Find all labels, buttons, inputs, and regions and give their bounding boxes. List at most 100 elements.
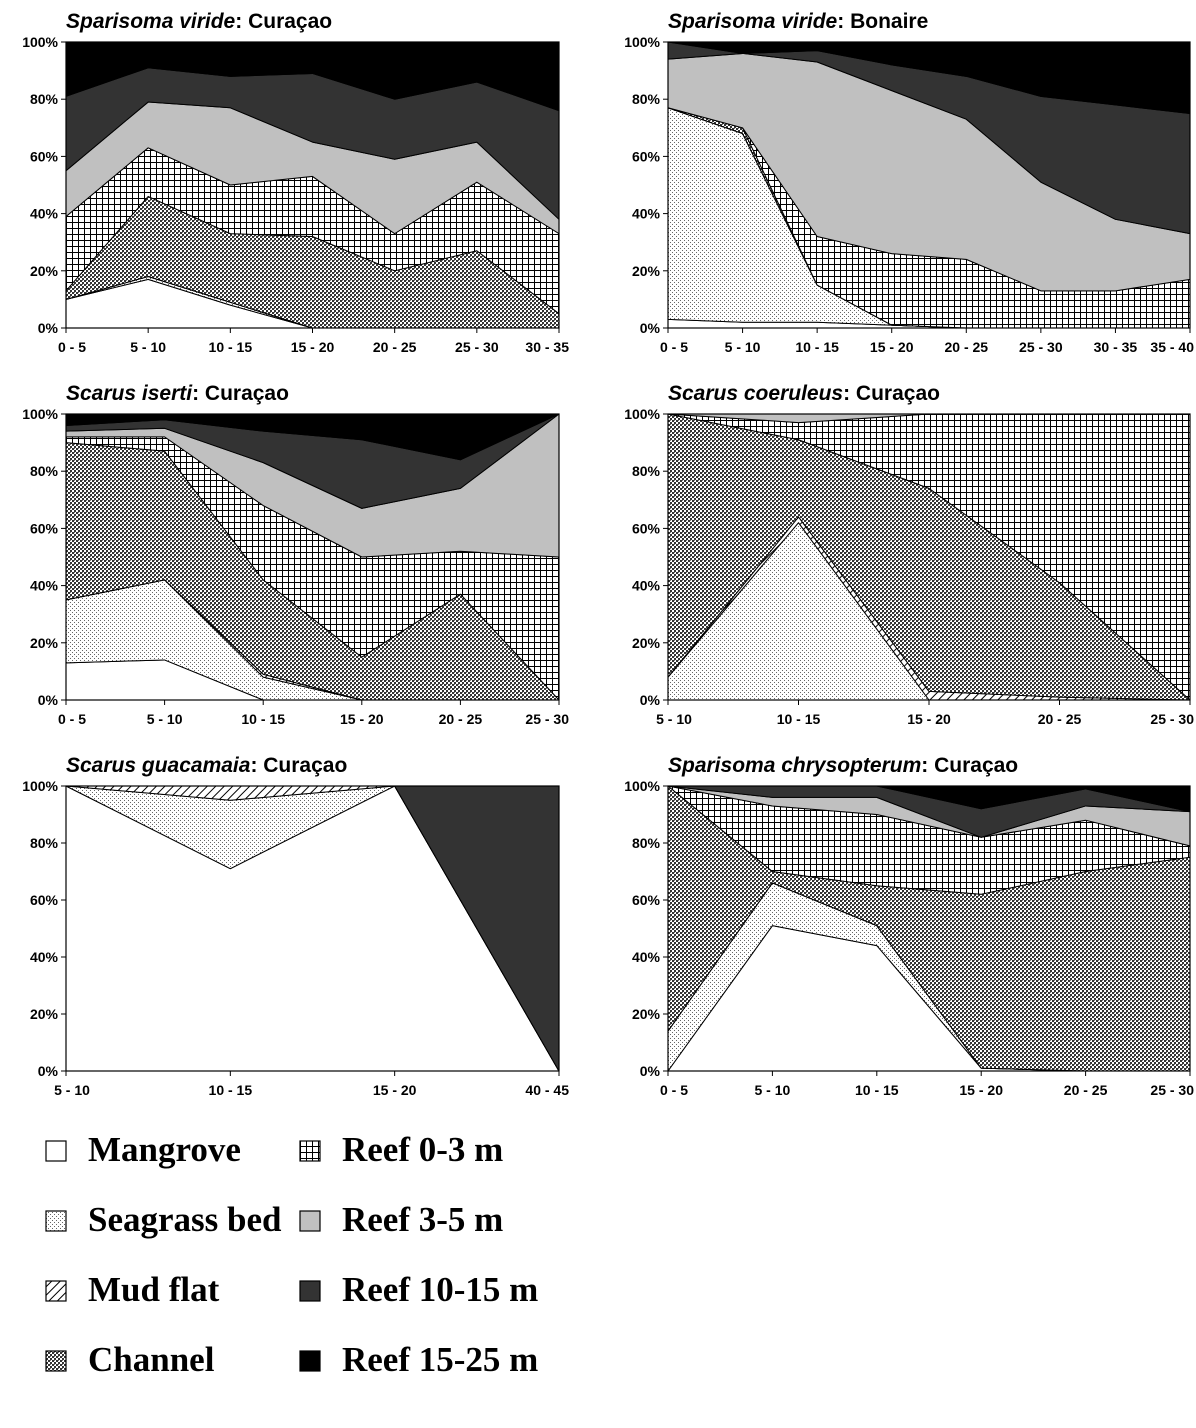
y-tick-label: 100% bbox=[22, 34, 58, 50]
x-tick-label: 15 - 20 bbox=[373, 1082, 417, 1098]
x-tick-label: 15 - 20 bbox=[291, 339, 335, 355]
y-tick-label: 0% bbox=[640, 1063, 661, 1079]
y-tick-label: 0% bbox=[38, 320, 59, 336]
chart-title-location: : Curaçao bbox=[235, 10, 332, 33]
legend-swatch bbox=[45, 1210, 67, 1232]
legend-label: Channel bbox=[88, 1340, 215, 1379]
y-tick-label: 80% bbox=[30, 835, 59, 851]
x-tick-label: 5 - 10 bbox=[725, 339, 761, 355]
x-tick-label: 0 - 5 bbox=[58, 339, 86, 355]
plot-frame bbox=[65, 413, 560, 701]
x-tick-label: 5 - 10 bbox=[656, 711, 692, 727]
y-tick-label: 40% bbox=[30, 578, 59, 594]
x-tick-label: 25 - 30 bbox=[1150, 1082, 1194, 1098]
chart-title: Sparisoma viride: Bonaire bbox=[668, 10, 928, 33]
x-tick-label: 30 - 35 bbox=[1094, 339, 1138, 355]
x-tick-label: 10 - 15 bbox=[209, 339, 253, 355]
x-tick-label: 25 - 30 bbox=[1150, 711, 1194, 727]
chart-title: Sparisoma chrysopterum: Curaçao bbox=[668, 754, 1018, 777]
legend-label: Mud flat bbox=[88, 1270, 220, 1309]
y-tick-label: 20% bbox=[30, 635, 59, 651]
legend-label: Reef 0-3 m bbox=[342, 1130, 503, 1169]
y-tick-label: 0% bbox=[640, 692, 661, 708]
x-tick-label: 0 - 5 bbox=[58, 711, 86, 727]
y-tick-label: 20% bbox=[30, 263, 59, 279]
x-tick-label: 20 - 25 bbox=[439, 711, 483, 727]
y-tick-label: 100% bbox=[624, 778, 660, 794]
x-tick-label: 10 - 15 bbox=[855, 1082, 899, 1098]
y-tick-label: 40% bbox=[632, 206, 661, 222]
x-tick-label: 10 - 15 bbox=[777, 711, 821, 727]
chart-title-location: : Curaçao bbox=[250, 754, 347, 777]
legend-swatch bbox=[299, 1140, 321, 1162]
x-tick-label: 15 - 20 bbox=[870, 339, 914, 355]
y-tick-label: 20% bbox=[632, 635, 661, 651]
chart-title-species: Sparisoma viride bbox=[668, 10, 838, 33]
y-tick-label: 60% bbox=[632, 892, 661, 908]
x-tick-label: 20 - 25 bbox=[373, 339, 417, 355]
legend-item-reef35: Reef 3-5 m bbox=[299, 1200, 503, 1239]
legend-item-channel: Channel bbox=[45, 1340, 215, 1379]
chart-title-species: Scarus iserti bbox=[66, 382, 193, 405]
chart-title-species: Sparisoma chrysopterum bbox=[668, 754, 921, 777]
x-tick-label: 0 - 5 bbox=[660, 1082, 688, 1098]
x-tick-label: 15 - 20 bbox=[907, 711, 951, 727]
legend-swatch bbox=[45, 1140, 67, 1162]
legend: Mangrove Seagrass bed Mud flat Channel Reef … bbox=[45, 1130, 538, 1379]
chart-title-species: Scarus coeruleus bbox=[668, 382, 843, 405]
y-tick-label: 40% bbox=[30, 206, 59, 222]
chart-panel-1: 0% 20% 40% 60% 80% 100% 0 - 5 5 - 10 10 - 15 15 -… bbox=[22, 10, 569, 355]
y-tick-label: 20% bbox=[30, 1006, 59, 1022]
x-tick-label: 15 - 20 bbox=[959, 1082, 1003, 1098]
x-tick-label: 20 - 25 bbox=[1038, 711, 1082, 727]
x-tick-label: 5 - 10 bbox=[130, 339, 166, 355]
legend-swatch bbox=[45, 1350, 67, 1372]
legend-label: Mangrove bbox=[88, 1130, 241, 1169]
chart-title: Scarus guacamaia: Curaçao bbox=[66, 754, 347, 777]
chart-title-location: : Curaçao bbox=[843, 382, 940, 405]
x-tick-label: 5 - 10 bbox=[147, 711, 183, 727]
chart-title-location: : Curaçao bbox=[192, 382, 289, 405]
x-tick-label: 15 - 20 bbox=[340, 711, 384, 727]
chart-title: Scarus iserti: Curaçao bbox=[66, 382, 289, 405]
y-tick-label: 100% bbox=[22, 406, 58, 422]
legend-label: Seagrass bed bbox=[88, 1200, 282, 1239]
plot-frame bbox=[65, 785, 560, 1072]
y-tick-label: 40% bbox=[30, 949, 59, 965]
chart-title-location: : Curaçao bbox=[921, 754, 1018, 777]
x-tick-label: 10 - 15 bbox=[795, 339, 839, 355]
y-tick-label: 100% bbox=[624, 406, 660, 422]
y-tick-label: 100% bbox=[22, 778, 58, 794]
y-tick-label: 80% bbox=[632, 835, 661, 851]
y-tick-label: 80% bbox=[632, 463, 661, 479]
legend-item-reef1015: Reef 10-15 m bbox=[299, 1270, 538, 1309]
charts-layer: 0% 20% 40% 60% 80% 100% 0 - 5 5 - 10 10 - 15 15 -… bbox=[22, 10, 1194, 1098]
x-tick-label: 10 - 15 bbox=[209, 1082, 253, 1098]
chart-title: Scarus coeruleus: Curaçao bbox=[668, 382, 940, 405]
legend-label: Reef 10-15 m bbox=[342, 1270, 538, 1309]
x-tick-label: 20 - 25 bbox=[944, 339, 988, 355]
x-tick-label: 0 - 5 bbox=[660, 339, 688, 355]
chart-panel-5: 0% 20% 40% 60% 80% 100% 5 - 10 10 - 15 15 - 20 40… bbox=[22, 754, 569, 1098]
y-tick-label: 0% bbox=[640, 320, 661, 336]
plot-frame bbox=[667, 41, 1191, 329]
legend-label: Reef 15-25 m bbox=[342, 1340, 538, 1379]
legend-item-reef1525: Reef 15-25 m bbox=[299, 1340, 538, 1379]
x-tick-label: 5 - 10 bbox=[54, 1082, 90, 1098]
chart-panel-2: 0% 20% 40% 60% 80% 100% 0 - 5 5 - 10 10 - 15 15 -… bbox=[624, 10, 1194, 355]
x-tick-label: 5 - 10 bbox=[754, 1082, 790, 1098]
y-tick-label: 40% bbox=[632, 949, 661, 965]
y-tick-label: 80% bbox=[30, 91, 59, 107]
chart-panel-4: 0% 20% 40% 60% 80% 100% 5 - 10 10 - 15 15 - 20 20… bbox=[624, 382, 1194, 727]
chart-title-location: : Bonaire bbox=[837, 10, 928, 33]
y-tick-label: 20% bbox=[632, 263, 661, 279]
legend-item-mudflat: Mud flat bbox=[45, 1270, 220, 1309]
y-tick-label: 0% bbox=[38, 1063, 59, 1079]
y-tick-label: 60% bbox=[30, 520, 59, 536]
y-tick-label: 80% bbox=[632, 91, 661, 107]
legend-label: Reef 3-5 m bbox=[342, 1200, 503, 1239]
legend-swatch bbox=[45, 1280, 67, 1302]
legend-item-seagrass: Seagrass bed bbox=[45, 1200, 282, 1239]
y-tick-label: 100% bbox=[624, 34, 660, 50]
